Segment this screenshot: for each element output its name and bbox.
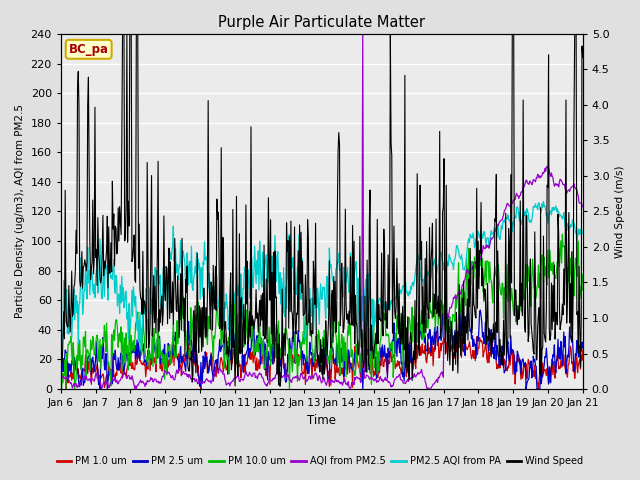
- Title: Purple Air Particulate Matter: Purple Air Particulate Matter: [218, 15, 425, 30]
- Text: BC_pa: BC_pa: [68, 43, 109, 56]
- X-axis label: Time: Time: [307, 414, 336, 427]
- Y-axis label: Particle Density (ug/m3), AQI from PM2.5: Particle Density (ug/m3), AQI from PM2.5: [15, 105, 25, 319]
- Y-axis label: Wind Speed (m/s): Wind Speed (m/s): [615, 165, 625, 258]
- Legend: PM 1.0 um, PM 2.5 um, PM 10.0 um, AQI from PM2.5, PM2.5 AQI from PA, Wind Speed: PM 1.0 um, PM 2.5 um, PM 10.0 um, AQI fr…: [53, 453, 587, 470]
